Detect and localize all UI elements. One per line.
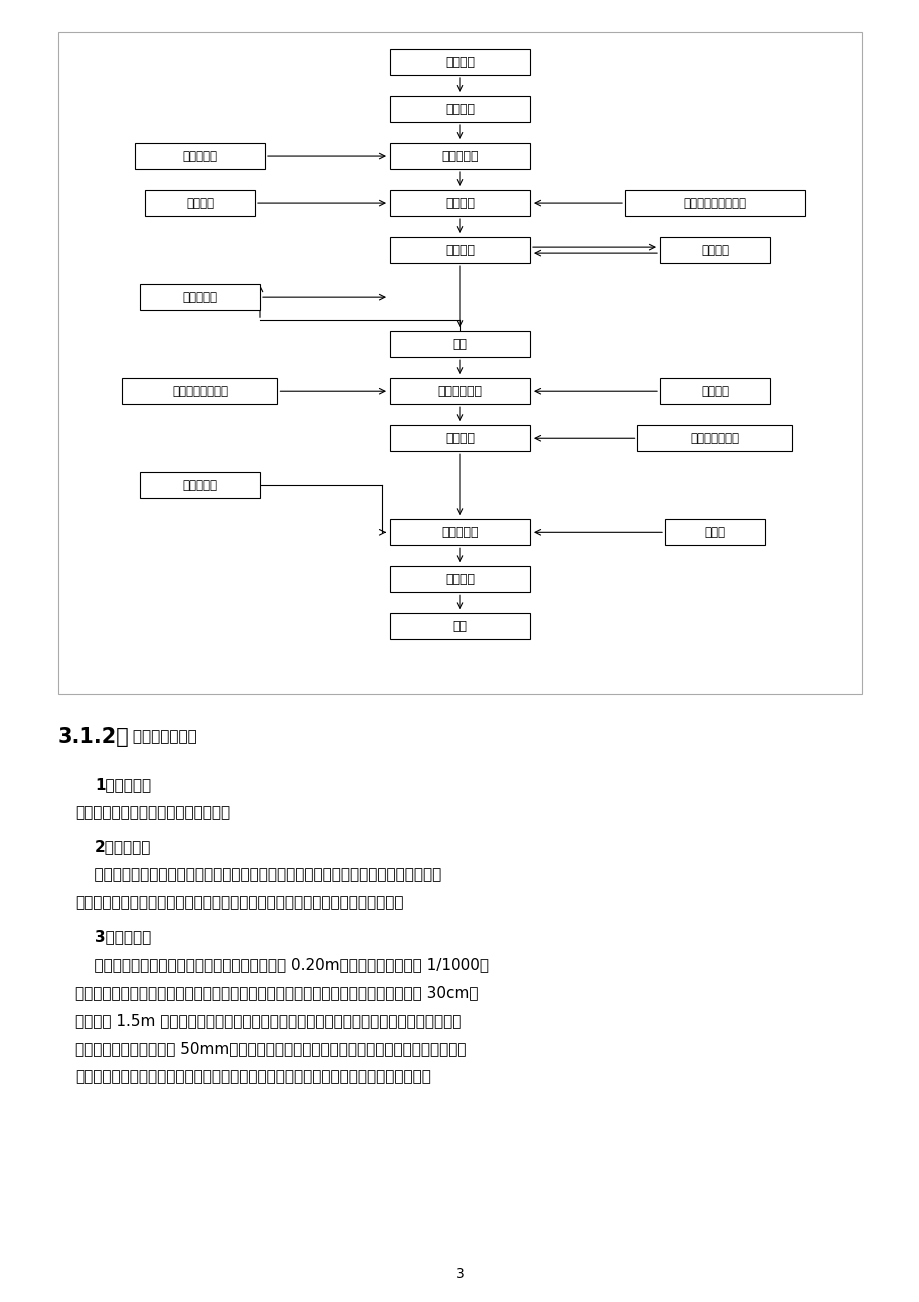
Text: 筒中心与桩位中心不大于 50mm，护筒与孔壁间用粘土分层夯实，以防地面水流入，并能固: 筒中心与桩位中心不大于 50mm，护筒与孔壁间用粘土分层夯实，以防地面水流入，并… [75,1042,466,1056]
Text: 制作钢护筒: 制作钢护筒 [182,150,217,163]
Text: 施工方法及步骤: 施工方法及步骤 [128,729,197,745]
Text: 安装储料斗: 安装储料斗 [182,479,217,492]
Text: 3: 3 [455,1267,464,1281]
Text: 测量控制: 测量控制 [700,384,728,397]
Text: 灌注水下砼: 灌注水下砼 [441,526,478,539]
Text: 陆上护筒采用挖埋法，依据桩位，护筒基坑采用挖掘机开挖，人工整理，护筒高出地面 30cm，: 陆上护筒采用挖埋法，依据桩位，护筒基坑采用挖掘机开挖，人工整理，护筒高出地面 3… [75,986,478,1000]
Text: 正常钻孔: 正常钻孔 [445,243,474,256]
Bar [664,519,765,546]
Text: 安装导管: 安装导管 [445,432,474,445]
Bar [659,378,769,404]
Bar [390,96,529,122]
Bar [390,143,529,169]
Bar [390,331,529,357]
Bar [390,519,529,546]
Text: 砼拌制: 砼拌制 [704,526,725,539]
Text: 拔除护筒: 拔除护筒 [445,573,474,586]
Text: 本工程护筒采用整体钢护筒，护筒加工大于桩径 0.20m，护筒的倾斜率小于 1/1000。: 本工程护筒采用整体钢护筒，护筒加工大于桩径 0.20m，护筒的倾斜率小于 1/1… [75,957,489,973]
Text: 钻机就位: 钻机就位 [445,197,474,210]
Text: 3.1.2、: 3.1.2、 [58,727,130,747]
Text: 重钻、扫孔: 重钻、扫孔 [182,290,217,303]
Text: 清理杂物、挖除淤泥，筑填打井平台。: 清理杂物、挖除淤泥，筑填打井平台。 [75,806,230,820]
Bar [140,473,260,499]
Text: 泥浆池及拌制粘土浆: 泥浆池及拌制粘土浆 [683,197,745,210]
Text: 清孔: 清孔 [452,337,467,350]
Text: 成桩: 成桩 [452,620,467,633]
Bar [659,237,769,263]
Text: 埋入土内 1.5m 左右，使孔内泥浆高出孔外水面和地面；护筒用十字交汇法定出桩中心，护: 埋入土内 1.5m 左右，使孔内泥浆高出孔外水面和地面；护筒用十字交汇法定出桩中… [75,1013,460,1029]
Bar [390,190,529,216]
Text: 埋设钢护筒: 埋设钢护筒 [441,150,478,163]
Bar [390,49,529,76]
Text: 设立钢筋骨架: 设立钢筋骨架 [437,384,482,397]
Bar [390,613,529,639]
Bar [390,237,529,263]
Bar [390,426,529,452]
Bar [390,566,529,592]
Text: 桩位放样: 桩位放样 [445,103,474,116]
Bar [140,284,260,310]
Text: 定护筒。钢护筒理设好以后，调整机架的水平度和垂直度，确保钻头中心和桩中心偏差不: 定护筒。钢护筒理设好以后，调整机架的水平度和垂直度，确保钻头中心和桩中心偏差不 [75,1069,430,1085]
Bar [637,426,791,452]
Bar [390,378,529,404]
Text: 试拼装检验导管: 试拼装检验导管 [690,432,739,445]
Bar [58,33,861,694]
Text: 平整场地: 平整场地 [445,56,474,69]
Text: 待施工场地基本平整好后，测放人员依据现场确定的建筑物轴线，测放每个桩的位置和: 待施工场地基本平整好后，测放人员依据现场确定的建筑物轴线，测放每个桩的位置和 [75,867,441,883]
Text: 高程，然后布设控制桩点。每个桩设四个位置控制桩，以保证灌注桩位的准确性。: 高程，然后布设控制桩点。每个桩设四个位置控制桩，以保证灌注桩位的准确性。 [75,896,403,910]
Text: 2、测量放线: 2、测量放线 [95,840,152,854]
Bar [135,143,265,169]
Bar [122,378,278,404]
Bar [145,190,255,216]
Text: 3、护筒埋设: 3、护筒埋设 [95,930,151,944]
Bar [624,190,804,216]
Text: 制、安钢筋笼骨架: 制、安钢筋笼骨架 [172,384,228,397]
Text: 制作钻头: 制作钻头 [186,197,214,210]
Text: 泥浆循环: 泥浆循环 [700,243,728,256]
Text: 1、场地整理: 1、场地整理 [95,777,151,793]
